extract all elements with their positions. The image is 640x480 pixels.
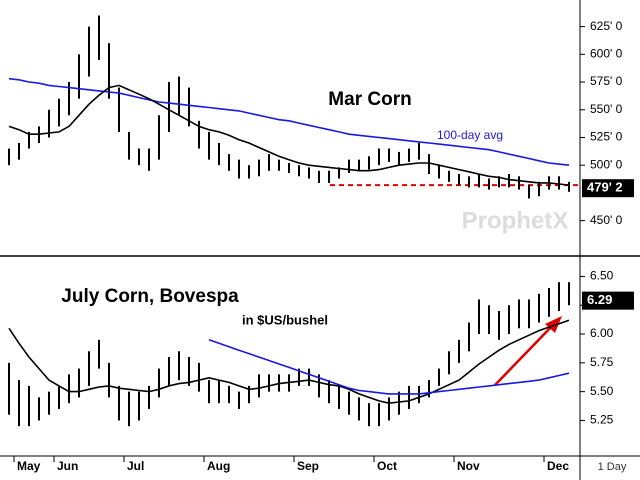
- x-tick-label: Dec: [547, 459, 569, 473]
- y-tick-label: 5.25: [590, 413, 614, 427]
- y-tick-label: 5.50: [590, 384, 614, 398]
- last-price-box: [582, 179, 634, 198]
- last-price-label: 6.29: [587, 292, 612, 307]
- trend-arrow: [494, 316, 562, 386]
- x-tick-label: Nov: [457, 459, 480, 473]
- arrow-shaft: [494, 324, 554, 386]
- arrow-head: [545, 316, 562, 333]
- y-tick-label: 600' 0: [590, 46, 623, 60]
- moving-average-line: [8, 319, 570, 405]
- x-tick-label: Aug: [207, 459, 230, 473]
- x-tick-label: Oct: [377, 459, 397, 473]
- y-tick-label: 625' 0: [590, 19, 623, 33]
- x-tick-label: Jun: [57, 459, 78, 473]
- moving-average-line: [208, 339, 570, 395]
- y-tick-label: 575' 0: [590, 74, 623, 88]
- y-tick-label: 500' 0: [590, 157, 623, 171]
- x-tick-label: Jul: [127, 459, 144, 473]
- moving-average-line: [8, 77, 570, 166]
- watermark: ProphetX: [462, 207, 569, 234]
- x-tick-label: Sep: [297, 459, 319, 473]
- last-price-label: 479' 2: [587, 180, 623, 195]
- subtitle: in $US/bushel: [242, 312, 328, 327]
- chart-title: July Corn, Bovespa: [61, 286, 239, 307]
- y-tick-label: 525' 0: [590, 130, 623, 144]
- chart-title: Mar Corn: [328, 89, 411, 110]
- y-tick-label: 450' 0: [590, 213, 623, 227]
- x-tick-label: May: [17, 459, 41, 473]
- interval-label: 1 Day: [598, 461, 627, 473]
- y-tick-label: 6.50: [590, 269, 614, 283]
- last-price-box: [582, 291, 634, 310]
- annotation: 100-day avg: [437, 128, 503, 142]
- y-tick-label: 550' 0: [590, 102, 623, 116]
- moving-average-line: [8, 84, 570, 186]
- y-tick-label: 5.75: [590, 355, 614, 369]
- y-tick-label: 6.00: [590, 326, 614, 340]
